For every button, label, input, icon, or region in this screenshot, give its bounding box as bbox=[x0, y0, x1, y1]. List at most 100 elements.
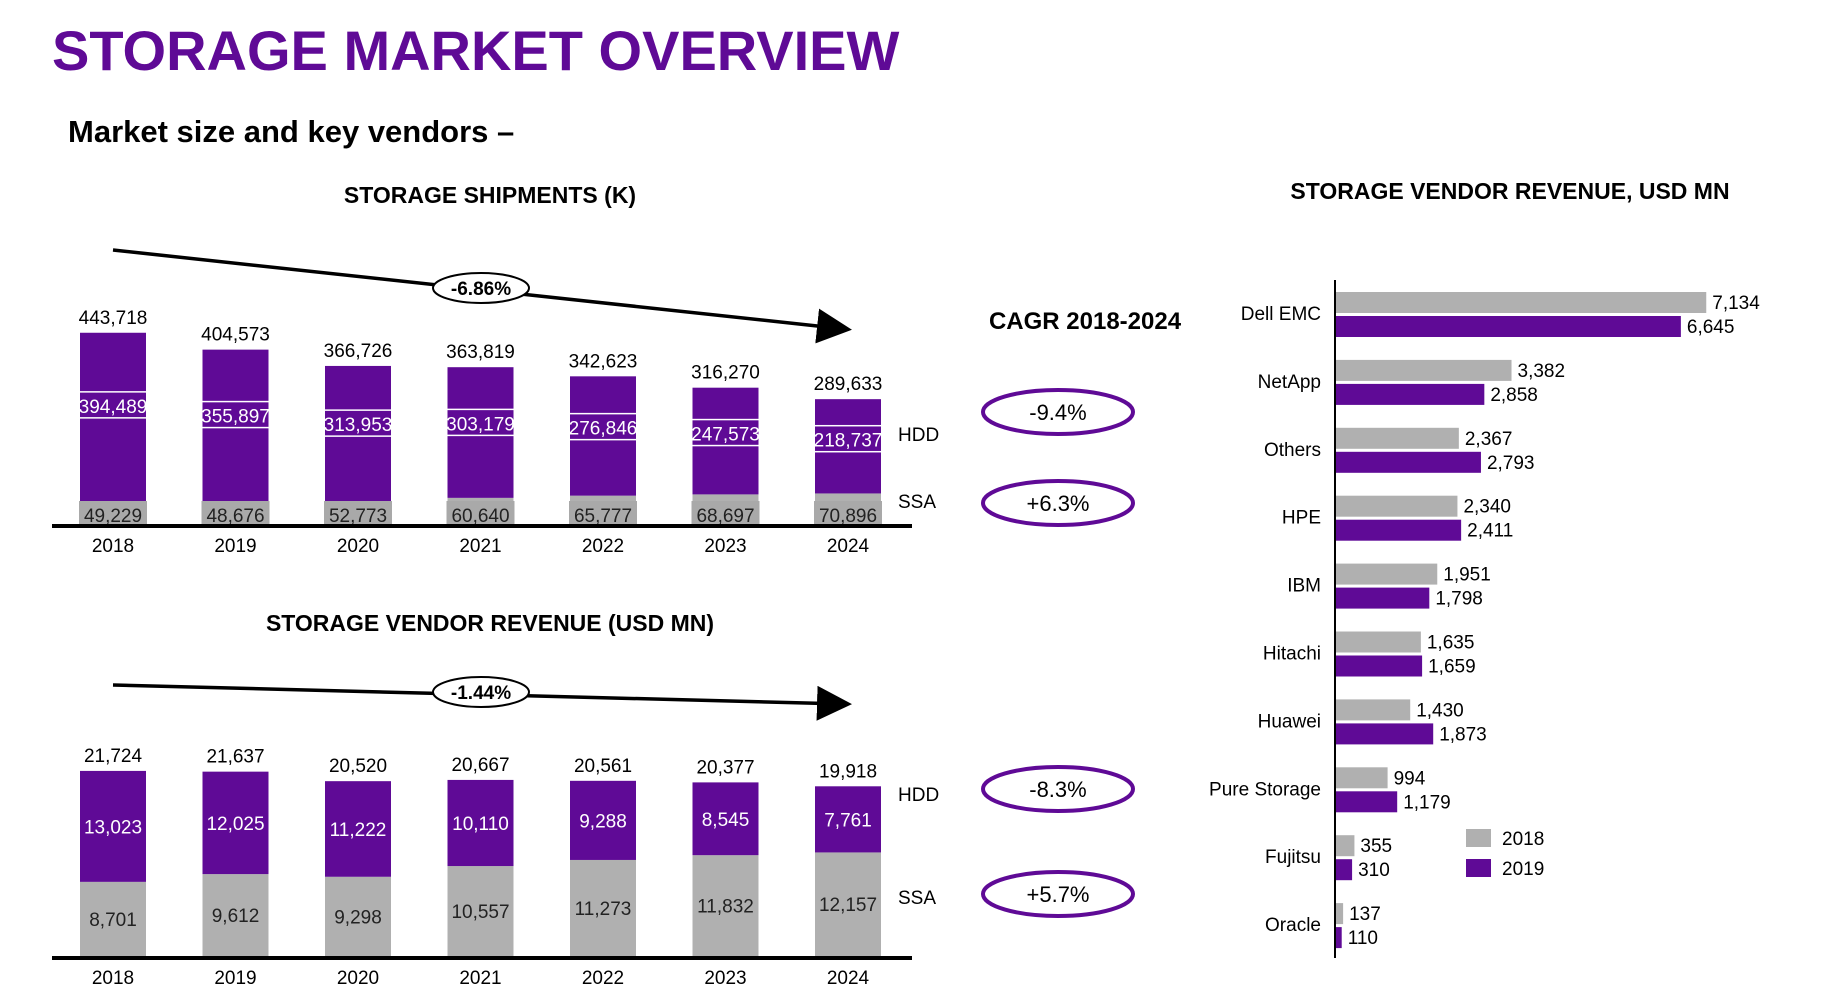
value-label-2019: 6,645 bbox=[1687, 317, 1735, 338]
hdd-value-label: 12,025 bbox=[206, 814, 264, 835]
bar-2018-Pure Storage bbox=[1336, 767, 1388, 789]
bar-2018-Others bbox=[1336, 427, 1459, 449]
hdd-value-label: 218,737 bbox=[814, 431, 883, 452]
category-label: IBM bbox=[1287, 576, 1321, 597]
trend-ellipse bbox=[432, 272, 530, 304]
category-label: NetApp bbox=[1258, 372, 1321, 393]
bar-hdd-2022 bbox=[570, 376, 636, 496]
x-tick-label: 2020 bbox=[337, 536, 379, 557]
hdd-value-label: 303,179 bbox=[446, 414, 515, 435]
bar-hdd-2020 bbox=[325, 781, 391, 877]
bar-hdd-2021 bbox=[447, 367, 514, 498]
value-label-2019: 1,179 bbox=[1403, 792, 1451, 813]
x-tick-label: 2021 bbox=[459, 536, 501, 557]
value-label-2018: 3,382 bbox=[1518, 361, 1566, 382]
value-label-2018: 2,367 bbox=[1465, 429, 1513, 450]
legend-label-2018: 2018 bbox=[1502, 829, 1544, 850]
hdd-value-label: 9,288 bbox=[579, 811, 627, 832]
ssa-value-label: 8,701 bbox=[89, 910, 137, 931]
value-label-2019: 2,793 bbox=[1487, 453, 1535, 474]
bar-2018-Hitachi bbox=[1336, 631, 1421, 653]
bar-ssa-2021 bbox=[447, 866, 514, 956]
total-label: 443,718 bbox=[79, 308, 148, 329]
ssa-value-label: 52,773 bbox=[329, 506, 387, 527]
x-tick-label: 2024 bbox=[827, 536, 870, 557]
ssa-value-label: 68,697 bbox=[696, 506, 754, 527]
x-tick-label: 2023 bbox=[704, 968, 746, 989]
ssa-label-box bbox=[569, 501, 637, 525]
hdd-value-label: 355,897 bbox=[201, 407, 270, 428]
bar-hdd-2024 bbox=[815, 786, 881, 853]
ssa-value-label: 10,557 bbox=[451, 902, 509, 923]
total-label: 20,377 bbox=[696, 757, 754, 778]
hdd-value-label: 7,761 bbox=[824, 810, 872, 831]
cagr-ellipse-ssa bbox=[981, 479, 1135, 527]
series-label-hdd: HDD bbox=[898, 785, 939, 806]
bar-hdd-2024 bbox=[815, 399, 881, 494]
x-tick-label: 2019 bbox=[214, 536, 256, 557]
legend-label-2019: 2019 bbox=[1502, 859, 1544, 880]
hdd-value-label: 247,573 bbox=[691, 425, 760, 446]
bar-hdd-2020 bbox=[325, 365, 391, 502]
hdd-value-label: 394,489 bbox=[79, 397, 148, 418]
ssa-value-label: 48,676 bbox=[206, 506, 264, 527]
page-title: STORAGE MARKET OVERVIEW bbox=[52, 19, 900, 82]
value-label-2019: 2,411 bbox=[1467, 521, 1513, 542]
bar-2019-Pure Storage bbox=[1336, 791, 1398, 813]
ssa-label-box bbox=[814, 501, 882, 525]
cagr-value-ssa: +5.7% bbox=[1027, 882, 1090, 907]
trend-ellipse bbox=[432, 676, 530, 708]
ssa-label-box bbox=[446, 501, 515, 525]
cagr-value-hdd: -9.4% bbox=[1029, 400, 1086, 425]
hdd-value-label: 11,222 bbox=[330, 820, 387, 841]
category-label: Others bbox=[1264, 440, 1321, 461]
ssa-value-label: 70,896 bbox=[819, 506, 877, 527]
value-label-2018: 2,340 bbox=[1463, 497, 1511, 518]
category-label: Fujitsu bbox=[1265, 847, 1321, 868]
x-tick-label: 2020 bbox=[337, 968, 379, 989]
x-tick-label: 2019 bbox=[214, 968, 256, 989]
legend-swatch-2019 bbox=[1466, 859, 1491, 877]
bar-2018-IBM bbox=[1336, 563, 1438, 585]
hdd-label-box bbox=[188, 400, 283, 429]
bar-hdd-2019 bbox=[202, 771, 269, 875]
hdd-label-box bbox=[66, 391, 160, 419]
value-label-2018: 1,951 bbox=[1443, 565, 1491, 586]
bar-2019-Dell EMC bbox=[1336, 316, 1681, 337]
ssa-value-label: 9,298 bbox=[334, 907, 382, 928]
bar-2019-NetApp bbox=[1336, 383, 1485, 405]
bar-2019-Huawei bbox=[1336, 723, 1434, 745]
ssa-label-box bbox=[691, 501, 760, 525]
trend-label: -1.44% bbox=[451, 683, 511, 704]
bar-hdd-2019 bbox=[202, 349, 269, 504]
value-label-2018: 994 bbox=[1394, 768, 1426, 789]
ssa-label-box bbox=[79, 501, 147, 525]
bar-2018-NetApp bbox=[1336, 359, 1512, 381]
total-label: 21,724 bbox=[84, 746, 143, 767]
value-label-2018: 137 bbox=[1349, 904, 1381, 925]
bar-ssa-2019 bbox=[202, 874, 269, 956]
total-label: 289,633 bbox=[814, 374, 883, 395]
total-label: 20,520 bbox=[329, 756, 387, 777]
series-label-ssa: SSA bbox=[898, 492, 936, 513]
bar-2018-Dell EMC bbox=[1336, 292, 1707, 313]
value-label-2019: 1,798 bbox=[1435, 589, 1483, 610]
x-tick-label: 2018 bbox=[92, 968, 134, 989]
legend-swatch-2018 bbox=[1466, 829, 1491, 847]
ssa-label-box bbox=[201, 501, 270, 525]
ssa-value-label: 11,273 bbox=[575, 899, 632, 920]
bar-2018-Oracle bbox=[1336, 903, 1344, 925]
cagr-ellipse-hdd bbox=[981, 388, 1135, 436]
hdd-value-label: 313,953 bbox=[324, 415, 393, 436]
hdd-value-label: 10,110 bbox=[452, 814, 509, 835]
bar-ssa-2022 bbox=[570, 859, 636, 956]
total-label: 366,726 bbox=[324, 341, 393, 362]
bar-hdd-2022 bbox=[570, 780, 636, 860]
total-label: 20,561 bbox=[574, 756, 632, 777]
hdd-label-box bbox=[311, 409, 405, 437]
total-label: 363,819 bbox=[446, 342, 515, 363]
value-label-2019: 1,873 bbox=[1439, 724, 1487, 745]
cagr-ellipse-ssa bbox=[981, 870, 1135, 918]
value-label-2019: 2,858 bbox=[1490, 385, 1538, 406]
